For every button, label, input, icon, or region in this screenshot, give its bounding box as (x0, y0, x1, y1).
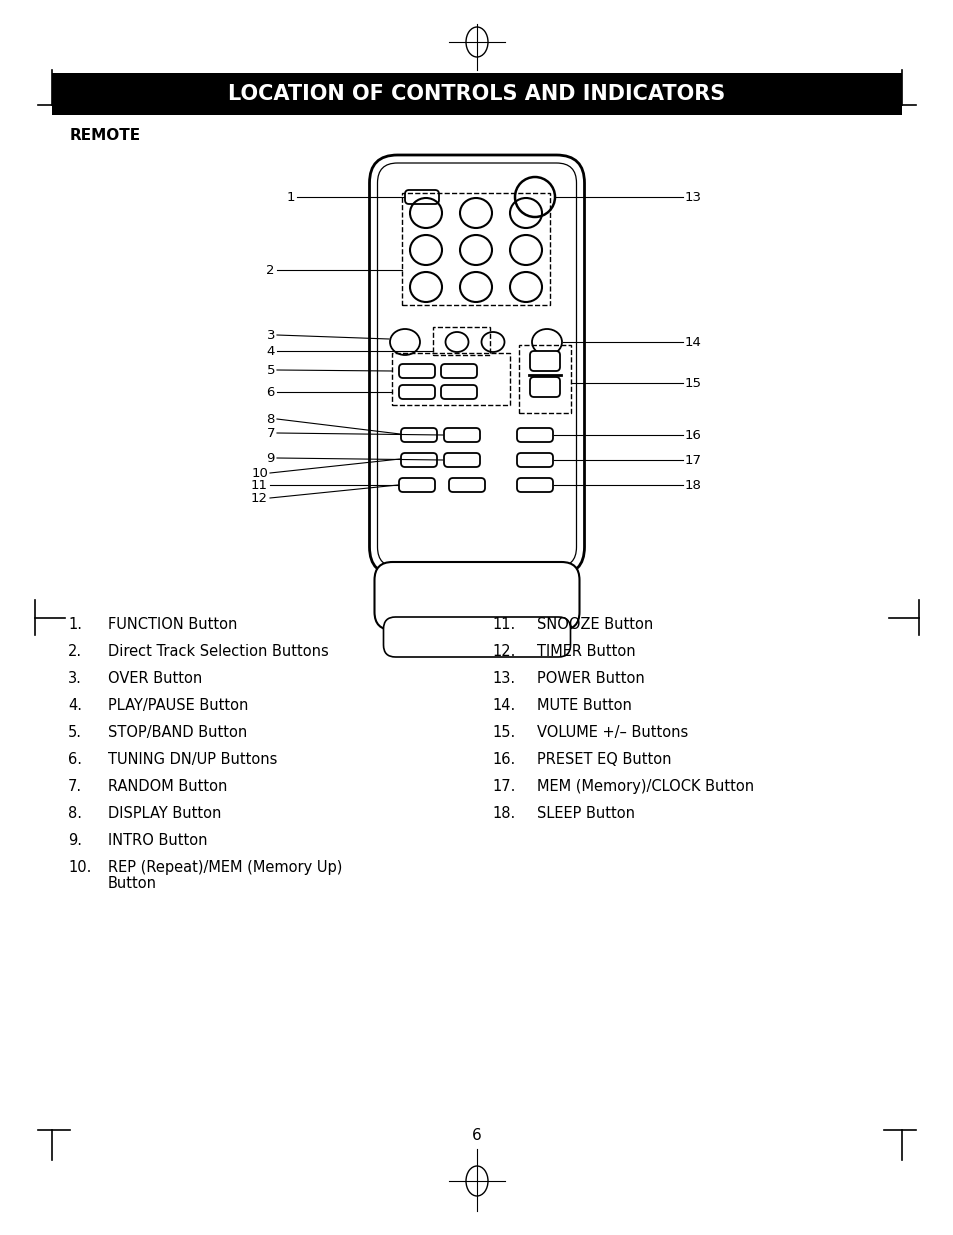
FancyBboxPatch shape (530, 351, 559, 370)
FancyBboxPatch shape (517, 453, 553, 467)
Text: 2.: 2. (68, 643, 82, 659)
Text: 7: 7 (266, 426, 274, 440)
Text: STOP/BAND Button: STOP/BAND Button (108, 725, 247, 740)
Text: 18.: 18. (492, 806, 515, 821)
Text: DISPLAY Button: DISPLAY Button (108, 806, 221, 821)
Text: 17.: 17. (492, 779, 515, 794)
Text: 8.: 8. (68, 806, 82, 821)
Text: Button: Button (108, 876, 157, 890)
Text: 5.: 5. (68, 725, 82, 740)
FancyBboxPatch shape (405, 190, 438, 204)
Text: 16: 16 (684, 429, 701, 441)
FancyBboxPatch shape (443, 453, 479, 467)
Text: 15.: 15. (492, 725, 515, 740)
Text: TIMER Button: TIMER Button (537, 643, 635, 659)
Text: 6: 6 (472, 1128, 481, 1142)
Text: 16.: 16. (492, 752, 515, 767)
FancyBboxPatch shape (398, 385, 435, 399)
Text: 7.: 7. (68, 779, 82, 794)
Text: TUNING DN/UP Buttons: TUNING DN/UP Buttons (108, 752, 277, 767)
FancyBboxPatch shape (517, 478, 553, 492)
Text: 13: 13 (684, 190, 701, 204)
FancyBboxPatch shape (517, 429, 553, 442)
Text: 12: 12 (251, 492, 268, 505)
Text: 10.: 10. (68, 860, 91, 876)
Text: REP (Repeat)/MEM (Memory Up): REP (Repeat)/MEM (Memory Up) (108, 860, 342, 876)
Text: 18: 18 (684, 478, 701, 492)
FancyBboxPatch shape (530, 377, 559, 396)
Text: POWER Button: POWER Button (537, 671, 644, 685)
Text: 9.: 9. (68, 832, 82, 848)
Text: 6.: 6. (68, 752, 82, 767)
Bar (518, 345, 571, 412)
Text: 14.: 14. (492, 698, 515, 713)
Text: OVER Button: OVER Button (108, 671, 202, 685)
Text: 14: 14 (684, 336, 701, 348)
Text: 4.: 4. (68, 698, 82, 713)
Text: 6: 6 (266, 385, 274, 399)
Text: LOCATION OF CONTROLS AND INDICATORS: LOCATION OF CONTROLS AND INDICATORS (228, 84, 725, 104)
Text: INTRO Button: INTRO Button (108, 832, 208, 848)
FancyBboxPatch shape (398, 364, 435, 378)
Text: Direct Track Selection Buttons: Direct Track Selection Buttons (108, 643, 329, 659)
FancyBboxPatch shape (383, 618, 570, 657)
FancyBboxPatch shape (443, 429, 479, 442)
Text: 11: 11 (251, 478, 268, 492)
FancyBboxPatch shape (369, 156, 584, 576)
Text: 2: 2 (266, 263, 274, 277)
Text: PRESET EQ Button: PRESET EQ Button (537, 752, 671, 767)
FancyBboxPatch shape (449, 478, 484, 492)
Text: 3.: 3. (68, 671, 82, 685)
Text: REMOTE: REMOTE (70, 127, 141, 142)
Text: 1.: 1. (68, 618, 82, 632)
Text: 11.: 11. (492, 618, 515, 632)
Bar (401, 193, 550, 305)
Text: 17: 17 (684, 453, 701, 467)
Text: 5: 5 (266, 363, 274, 377)
Text: 1: 1 (286, 190, 294, 204)
Text: 4: 4 (266, 345, 274, 357)
Text: 13.: 13. (492, 671, 515, 685)
Bar (52, 73, 901, 115)
FancyBboxPatch shape (398, 478, 435, 492)
Text: FUNCTION Button: FUNCTION Button (108, 618, 237, 632)
Text: 8: 8 (266, 412, 274, 426)
FancyBboxPatch shape (375, 562, 578, 630)
Text: 10: 10 (251, 467, 268, 479)
FancyBboxPatch shape (400, 453, 436, 467)
Bar (392, 353, 510, 405)
Text: MEM (Memory)/CLOCK Button: MEM (Memory)/CLOCK Button (537, 779, 753, 794)
Text: MUTE Button: MUTE Button (537, 698, 631, 713)
FancyBboxPatch shape (440, 364, 476, 378)
FancyBboxPatch shape (440, 385, 476, 399)
Text: 12.: 12. (492, 643, 515, 659)
Text: 15: 15 (684, 377, 701, 389)
Text: VOLUME +/– Buttons: VOLUME +/– Buttons (537, 725, 687, 740)
Bar (433, 327, 490, 354)
Text: 9: 9 (266, 452, 274, 464)
Text: RANDOM Button: RANDOM Button (108, 779, 227, 794)
Text: 3: 3 (266, 329, 274, 342)
Text: SLEEP Button: SLEEP Button (537, 806, 635, 821)
Text: SNOOZE Button: SNOOZE Button (537, 618, 653, 632)
FancyBboxPatch shape (400, 429, 436, 442)
Text: PLAY/PAUSE Button: PLAY/PAUSE Button (108, 698, 248, 713)
